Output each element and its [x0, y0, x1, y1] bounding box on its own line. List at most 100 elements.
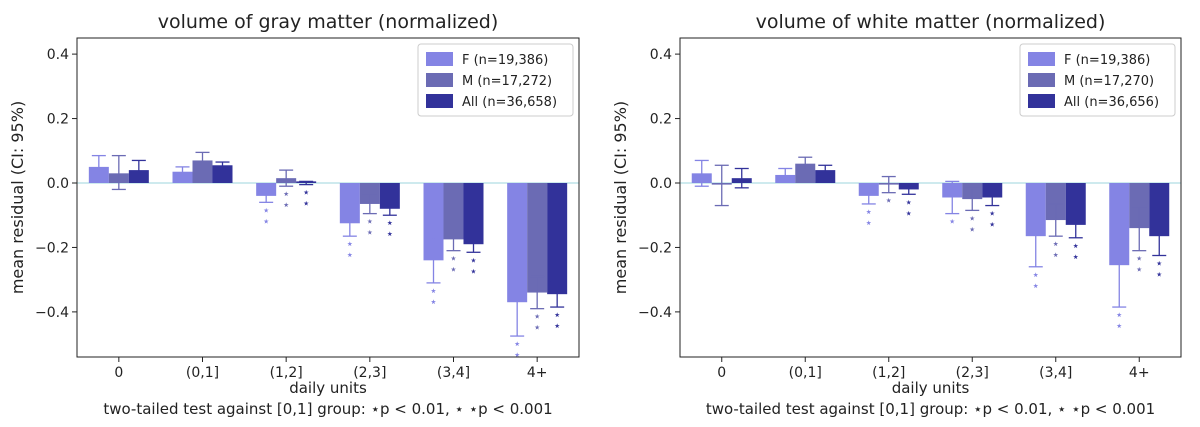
bar-all-4	[1065, 183, 1086, 225]
x-axis-label: daily units	[289, 379, 367, 397]
significance-star: ⋆	[469, 264, 477, 279]
significance-star: ⋆	[282, 198, 290, 213]
significance-star: ⋆	[366, 215, 374, 230]
significance-star: ⋆	[533, 321, 541, 336]
significance-star: ⋆	[262, 203, 270, 218]
significance-star: ⋆	[948, 215, 956, 230]
significance-star: ⋆	[1135, 263, 1143, 278]
y-tick-label: 0.4	[650, 47, 672, 63]
significance-star: ⋆	[905, 195, 913, 210]
bar-m-4	[1045, 183, 1066, 221]
bar-m-5	[1129, 183, 1150, 229]
significance-star: ⋆	[262, 214, 270, 229]
y-tick-label: 0.0	[47, 176, 69, 192]
significance-star: ⋆	[1032, 268, 1040, 283]
legend-swatch-m	[1028, 73, 1055, 87]
y-axis-label: mean residual (CI: 95%)	[611, 101, 630, 294]
significance-star: ⋆	[1072, 239, 1080, 254]
legend-label-m: M (n=17,272)	[462, 74, 552, 89]
x-tick-label: (3,4]	[1039, 365, 1072, 381]
x-tick-label: (1,2]	[270, 365, 303, 381]
significance-star: ⋆	[449, 263, 457, 278]
legend-swatch-f	[1028, 52, 1055, 66]
significance-star: ⋆	[553, 308, 561, 323]
significance-star: ⋆	[346, 237, 354, 252]
significance-star: ⋆	[988, 207, 996, 222]
bar-all-4	[463, 183, 484, 245]
legend-swatch-all	[426, 94, 453, 108]
significance-star: ⋆	[302, 197, 310, 212]
bar-m-5	[527, 183, 548, 293]
bar-f-5	[507, 183, 528, 303]
chart-title: volume of gray matter (normalized)	[158, 11, 499, 33]
significance-star: ⋆	[302, 186, 310, 201]
significance-star: ⋆	[865, 205, 873, 220]
significance-star: ⋆	[429, 284, 437, 299]
bar-all-1	[815, 170, 836, 183]
significance-star: ⋆	[885, 194, 893, 209]
x-axis-label: daily units	[892, 379, 970, 397]
bar-all-1	[212, 165, 233, 183]
bar-m-4	[443, 183, 464, 240]
x-tick-label: (1,2]	[872, 365, 905, 381]
significance-star: ⋆	[282, 187, 290, 202]
significance-star: ⋆	[366, 226, 374, 241]
test-footnote: two-tailed test against [0,1] group: ⋆p …	[706, 400, 1155, 418]
bar-f-3	[339, 183, 360, 224]
significance-star: ⋆	[513, 348, 521, 363]
x-tick-label: 0	[717, 365, 726, 381]
significance-star: ⋆	[865, 216, 873, 231]
y-tick-label: 0.2	[47, 112, 69, 128]
x-tick-label: 0	[114, 365, 123, 381]
y-tick-label: −0.2	[35, 240, 69, 256]
legend-label-all: All (n=36,658)	[462, 95, 557, 110]
significance-star: ⋆	[386, 227, 394, 242]
bar-f-5	[1109, 183, 1130, 266]
x-tick-label: 4+	[1129, 365, 1150, 381]
gray-matter-chart: ⋆⋆⋆⋆⋆⋆⋆⋆⋆⋆⋆⋆⋆⋆⋆⋆⋆⋆⋆⋆⋆⋆⋆⋆0.40.20.0−0.2−0.…	[8, 11, 580, 418]
significance-star: ⋆	[346, 248, 354, 263]
significance-star: ⋆	[1115, 308, 1123, 323]
bar-m-1	[192, 160, 213, 183]
x-tick-label: (3,4]	[437, 365, 470, 381]
significance-star: ⋆	[386, 216, 394, 231]
significance-star: ⋆	[1135, 252, 1143, 267]
y-tick-label: −0.4	[35, 305, 69, 321]
legend-box	[417, 43, 574, 117]
significance-star: ⋆	[1072, 250, 1080, 265]
legend-swatch-all	[1028, 94, 1055, 108]
significance-star: ⋆	[553, 319, 561, 334]
bar-m-3	[359, 183, 380, 204]
legend-swatch-f	[426, 52, 453, 66]
legend-label-m: M (n=17,270)	[1064, 74, 1154, 89]
y-tick-label: −0.2	[638, 240, 672, 256]
chart-title: volume of white matter (normalized)	[756, 11, 1106, 33]
white-matter-chart: ⋆⋆ ⋆⋆⋆⋆⋆⋆⋆⋆⋆⋆ ⋆⋆⋆⋆ ⋆⋆⋆⋆ ⋆⋆0.40.20.0−0.2−0.40…	[611, 11, 1182, 418]
test-footnote: two-tailed test against [0,1] group: ⋆p …	[103, 400, 552, 418]
significance-star: ⋆	[449, 252, 457, 267]
significance-star: ⋆	[1032, 279, 1040, 294]
y-tick-label: 0.2	[650, 112, 672, 128]
significance-star: ⋆	[469, 253, 477, 268]
bar-m-1	[795, 163, 816, 183]
bar-f-1	[172, 171, 193, 183]
significance-star: ⋆	[513, 337, 521, 352]
legend-label-f: F (n=19,386)	[1064, 53, 1150, 68]
y-tick-label: 0.0	[650, 176, 672, 192]
y-tick-label: 0.4	[47, 47, 69, 63]
significance-star: ⋆	[1115, 319, 1123, 334]
plot-frame	[679, 37, 1182, 358]
legend-box	[1019, 43, 1176, 117]
significance-star: ⋆	[905, 206, 913, 221]
legend-swatch-m	[426, 73, 453, 87]
significance-star: ⋆	[1052, 237, 1060, 252]
x-tick-label: (0,1]	[789, 365, 822, 381]
bar-f-4	[423, 183, 444, 261]
x-tick-label: (2,3]	[353, 365, 386, 381]
bar-all-5	[547, 183, 568, 295]
bar-all-5	[1149, 183, 1170, 237]
significance-star: ⋆	[988, 218, 996, 233]
significance-star: ⋆	[1155, 268, 1163, 283]
x-tick-label: (0,1]	[186, 365, 219, 381]
